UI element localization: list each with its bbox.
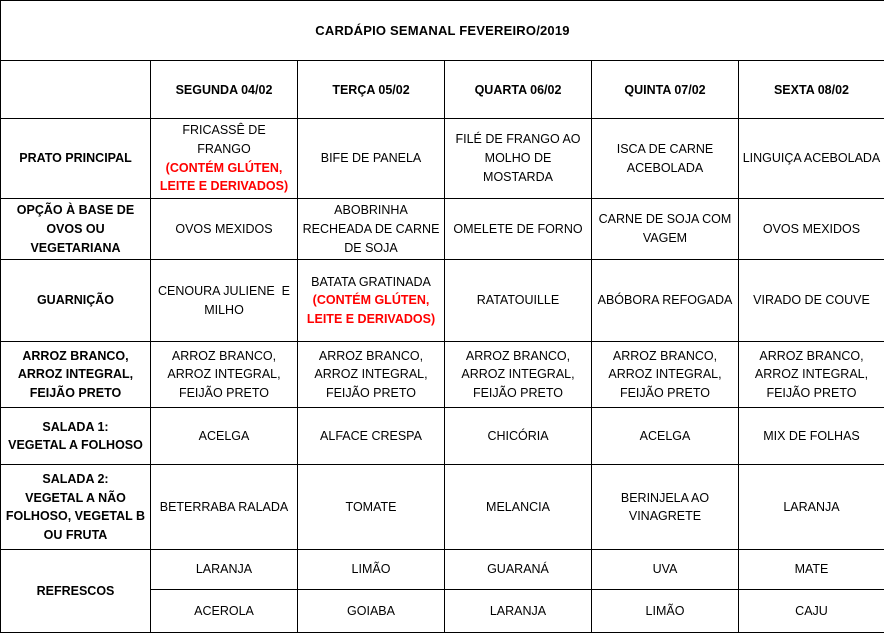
menu-cell: LIMÃO — [298, 550, 445, 590]
menu-cell: ALFACE CRESPA — [298, 408, 445, 465]
menu-cell: ARROZ BRANCO, ARROZ INTEGRAL, FEIJÃO PRE… — [151, 342, 298, 408]
dish-text: LINGUIÇA ACEBOLADA — [742, 149, 881, 168]
dish-text: LARANJA — [742, 498, 881, 517]
menu-cell: ACELGA — [592, 408, 739, 465]
menu-cell: CARNE DE SOJA COM VAGEM — [592, 199, 739, 260]
dish-text: CARNE DE SOJA COM VAGEM — [595, 210, 735, 248]
menu-cell: OVOS MEXIDOS — [739, 199, 884, 260]
row-header-guarnicao: GUARNIÇÃO — [1, 260, 151, 342]
dish-text: LARANJA — [448, 602, 588, 621]
dish-text: VIRADO DE COUVE — [742, 291, 881, 310]
menu-cell: FILÉ DE FRANGO AO MOLHO DE MOSTARDA — [445, 119, 592, 199]
dish-text: ABÓBORA REFOGADA — [595, 291, 735, 310]
menu-cell: GUARANÁ — [445, 550, 592, 590]
dish-text: ACELGA — [595, 427, 735, 446]
row-header-prato-principal: PRATO PRINCIPAL — [1, 119, 151, 199]
menu-cell: MATE — [739, 550, 884, 590]
menu-cell: OVOS MEXIDOS — [151, 199, 298, 260]
dish-text: MELANCIA — [448, 498, 588, 517]
dish-text: LIMÃO — [595, 602, 735, 621]
dish-text: GOIABA — [301, 602, 441, 621]
dish-text: ARROZ BRANCO, ARROZ INTEGRAL, FEIJÃO PRE… — [154, 347, 294, 403]
menu-cell: LINGUIÇA ACEBOLADA — [739, 119, 884, 199]
col-header-sexta: SEXTA 08/02 — [739, 61, 884, 119]
menu-cell: OMELETE DE FORNO — [445, 199, 592, 260]
menu-cell: CHICÓRIA — [445, 408, 592, 465]
dish-text: ISCA DE CARNE ACEBOLADA — [595, 140, 735, 178]
dish-text: RATATOUILLE — [448, 291, 588, 310]
menu-cell: ARROZ BRANCO, ARROZ INTEGRAL, FEIJÃO PRE… — [445, 342, 592, 408]
row-header-opcao-ovos-vegetariana: OPÇÃO À BASE DE OVOS OU VEGETARIANA — [1, 199, 151, 260]
menu-cell: ISCA DE CARNE ACEBOLADA — [592, 119, 739, 199]
dish-text: CHICÓRIA — [448, 427, 588, 446]
col-header-segunda: SEGUNDA 04/02 — [151, 61, 298, 119]
dish-text: OVOS MEXIDOS — [742, 220, 881, 239]
dish-text: ACELGA — [154, 427, 294, 446]
menu-cell: ACEROLA — [151, 590, 298, 633]
menu-cell: BATATA GRATINADA (CONTÉM GLÚTEN, LEITE E… — [298, 260, 445, 342]
menu-cell: ABOBRINHA RECHEADA DE CARNE DE SOJA — [298, 199, 445, 260]
row-header-refrescos: REFRESCOS — [1, 550, 151, 633]
menu-cell: CAJU — [739, 590, 884, 633]
menu-cell: MELANCIA — [445, 465, 592, 550]
menu-cell: GOIABA — [298, 590, 445, 633]
dish-text: CENOURA JULIENE E MILHO — [154, 282, 294, 320]
menu-cell: VIRADO DE COUVE — [739, 260, 884, 342]
menu-cell: BERINJELA AO VINAGRETE — [592, 465, 739, 550]
dish-text: ARROZ BRANCO, ARROZ INTEGRAL, FEIJÃO PRE… — [448, 347, 588, 403]
dish-text: BERINJELA AO VINAGRETE — [595, 489, 735, 527]
dish-text: CAJU — [742, 602, 881, 621]
menu-cell: LARANJA — [445, 590, 592, 633]
menu-cell: ACELGA — [151, 408, 298, 465]
menu-cell: TOMATE — [298, 465, 445, 550]
menu-cell: ARROZ BRANCO, ARROZ INTEGRAL, FEIJÃO PRE… — [739, 342, 884, 408]
dish-text: MATE — [742, 560, 881, 579]
menu-cell: MIX DE FOLHAS — [739, 408, 884, 465]
dish-text: ARROZ BRANCO, ARROZ INTEGRAL, FEIJÃO PRE… — [301, 347, 441, 403]
menu-cell: CENOURA JULIENE E MILHO — [151, 260, 298, 342]
dish-text: ABOBRINHA RECHEADA DE CARNE DE SOJA — [301, 201, 441, 257]
col-header-quinta: QUINTA 07/02 — [592, 61, 739, 119]
menu-cell: ARROZ BRANCO, ARROZ INTEGRAL, FEIJÃO PRE… — [592, 342, 739, 408]
dish-text: ACEROLA — [154, 602, 294, 621]
dish-text: OMELETE DE FORNO — [448, 220, 588, 239]
row-header-arroz-feijao: ARROZ BRANCO, ARROZ INTEGRAL, FEIJÃO PRE… — [1, 342, 151, 408]
menu-cell: LARANJA — [739, 465, 884, 550]
menu-cell: LARANJA — [151, 550, 298, 590]
dish-text: ALFACE CRESPA — [301, 427, 441, 446]
dish-text: BATATA GRATINADA — [301, 273, 441, 292]
dish-text: GUARANÁ — [448, 560, 588, 579]
dish-text: LIMÃO — [301, 560, 441, 579]
row-header-salada-2: SALADA 2: VEGETAL A NÃO FOLHOSO, VEGETAL… — [1, 465, 151, 550]
dish-text: UVA — [595, 560, 735, 579]
col-header-terca: TERÇA 05/02 — [298, 61, 445, 119]
dish-text: BETERRABA RALADA — [154, 498, 294, 517]
dish-text: ARROZ BRANCO, ARROZ INTEGRAL, FEIJÃO PRE… — [595, 347, 735, 403]
dish-text: FILÉ DE FRANGO AO MOLHO DE MOSTARDA — [448, 130, 588, 186]
menu-cell: BIFE DE PANELA — [298, 119, 445, 199]
dish-text: OVOS MEXIDOS — [154, 220, 294, 239]
allergen-warning: (CONTÉM GLÚTEN, LEITE E DERIVADOS) — [154, 159, 294, 197]
page-title: CARDÁPIO SEMANAL FEVEREIRO/2019 — [1, 1, 884, 61]
row-header-salada-1: SALADA 1: VEGETAL A FOLHOSO — [1, 408, 151, 465]
menu-cell: UVA — [592, 550, 739, 590]
corner-cell — [1, 61, 151, 119]
menu-cell: FRICASSÊ DE FRANGO (CONTÉM GLÚTEN, LEITE… — [151, 119, 298, 199]
menu-cell: BETERRABA RALADA — [151, 465, 298, 550]
dish-text: TOMATE — [301, 498, 441, 517]
col-header-quarta: QUARTA 06/02 — [445, 61, 592, 119]
menu-cell: ARROZ BRANCO, ARROZ INTEGRAL, FEIJÃO PRE… — [298, 342, 445, 408]
menu-cell: ABÓBORA REFOGADA — [592, 260, 739, 342]
dish-text: LARANJA — [154, 560, 294, 579]
dish-text: ARROZ BRANCO, ARROZ INTEGRAL, FEIJÃO PRE… — [742, 347, 881, 403]
menu-cell: RATATOUILLE — [445, 260, 592, 342]
menu-cell: LIMÃO — [592, 590, 739, 633]
dish-text: BIFE DE PANELA — [301, 149, 441, 168]
dish-text: MIX DE FOLHAS — [742, 427, 881, 446]
dish-text: FRICASSÊ DE FRANGO — [154, 121, 294, 159]
allergen-warning: (CONTÉM GLÚTEN, LEITE E DERIVADOS) — [301, 291, 441, 329]
